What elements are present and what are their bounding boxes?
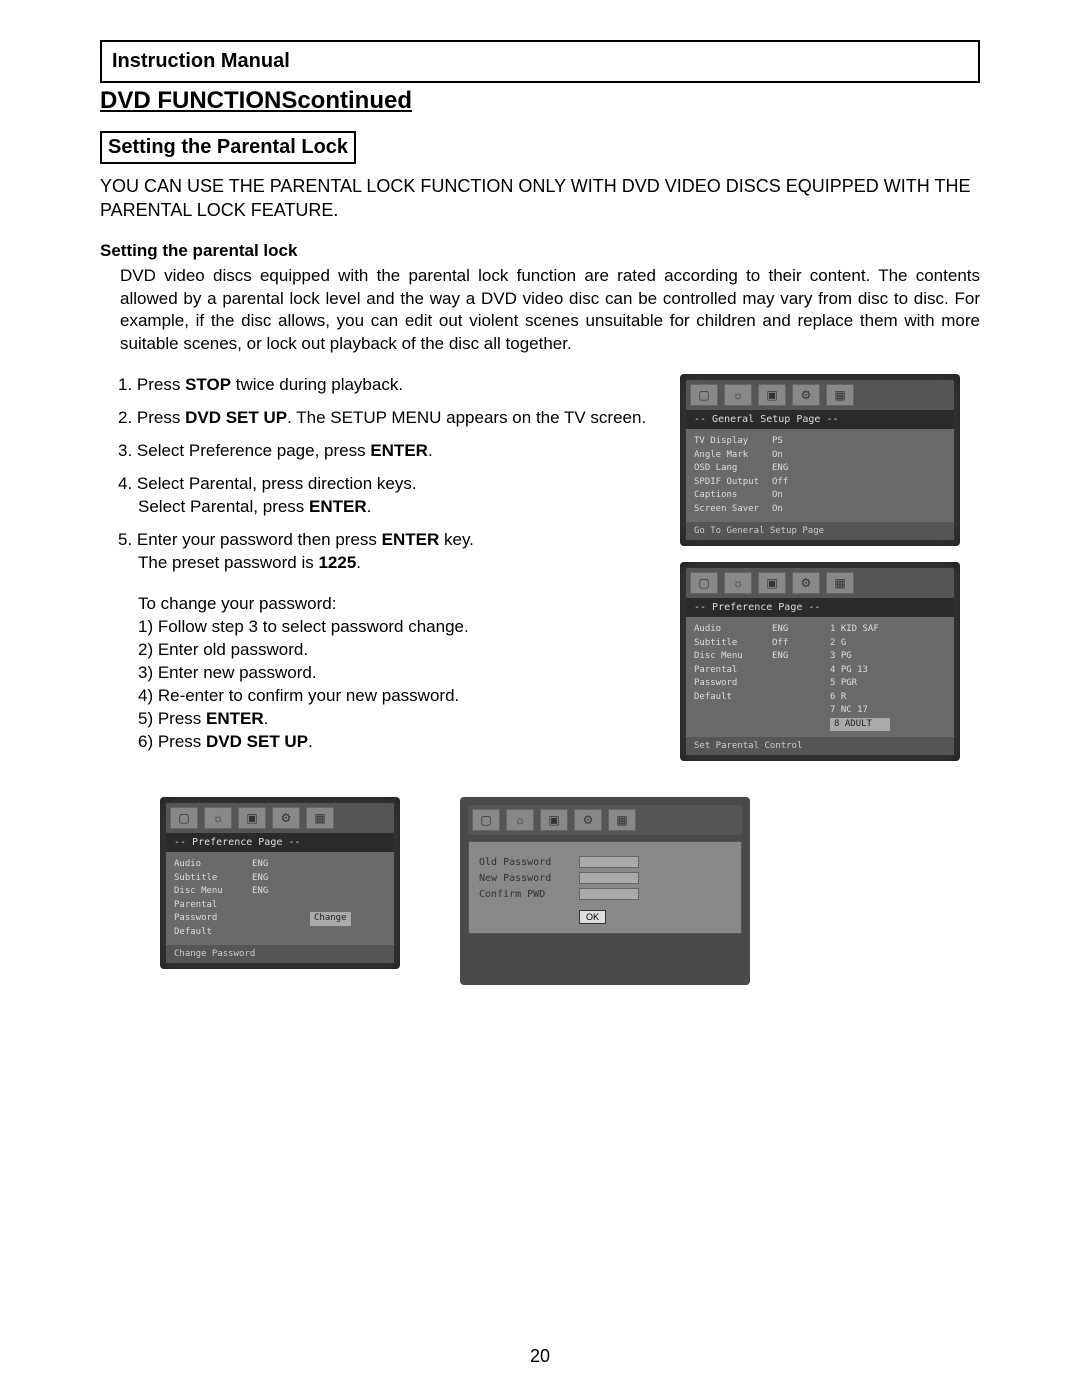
dvd-body: AudioENG SubtitleENG Disc MenuENG Parent… [166, 852, 394, 945]
intro-text: YOU CAN USE THE PARENTAL LOCK FUNCTION O… [100, 174, 980, 223]
password-field [579, 856, 639, 868]
password-row: Old Password [479, 856, 731, 868]
subsection-title: Setting the Parental Lock [100, 131, 356, 164]
steps-column: 1. Press STOP twice during playback. 2. … [100, 374, 660, 777]
dvd-screen-general: ▢ ☼ ▣ ⚙ ▦ -- General Setup Page -- TV Di… [680, 374, 960, 546]
dvd-tabs: ▢ ☼ ▣ ⚙ ▦ [686, 380, 954, 410]
tab-icon: ▦ [826, 572, 854, 594]
dvd-page-title: -- Preference Page -- [686, 598, 954, 617]
tab-icon: ▦ [306, 807, 334, 829]
tab-icon: ▢ [170, 807, 198, 829]
dvd-body: AudioENG1 KID SAF SubtitleOff2 G Disc Me… [686, 617, 954, 737]
tab-icon: ⚙ [272, 807, 300, 829]
change-5: 5) Press ENTER. [100, 708, 660, 731]
body-paragraph: DVD video discs equipped with the parent… [120, 265, 980, 357]
dvd-tabs: ▢ ☼ ▣ ⚙ ▦ [686, 568, 954, 598]
dvd-tabs: ▢ ☼ ▣ ⚙ ▦ [166, 803, 394, 833]
password-field [579, 888, 639, 900]
tab-icon: ☼ [204, 807, 232, 829]
tab-icon: ⚙ [792, 572, 820, 594]
change-title: To change your password: [100, 593, 660, 616]
dvd-footer: Set Parental Control [686, 737, 954, 755]
change-1: 1) Follow step 3 to select password chan… [100, 616, 660, 639]
step-1: 1. Press STOP twice during playback. [100, 374, 660, 397]
step-3: 3. Select Preference page, press ENTER. [100, 440, 660, 463]
tab-icon: ▢ [472, 809, 500, 831]
tab-icon: ▢ [690, 572, 718, 594]
step-5: 5. Enter your password then press ENTER … [100, 529, 660, 575]
step-4: 4. Select Parental, press direction keys… [100, 473, 660, 519]
tab-icon: ▢ [690, 384, 718, 406]
tab-icon: ⚙ [574, 809, 602, 831]
tab-icon: ▣ [758, 384, 786, 406]
step-2: 2. Press DVD SET UP. The SETUP MENU appe… [100, 407, 660, 430]
change-2: 2) Enter old password. [100, 639, 660, 662]
dvd-page-title: -- General Setup Page -- [686, 410, 954, 429]
sub-heading: Setting the parental lock [100, 241, 980, 261]
dvd-screen-password-menu: ▢ ☼ ▣ ⚙ ▦ -- Preference Page -- AudioENG… [160, 797, 400, 969]
change-3: 3) Enter new password. [100, 662, 660, 685]
content-row: 1. Press STOP twice during playback. 2. … [100, 374, 980, 777]
bottom-screens: ▢ ☼ ▣ ⚙ ▦ -- Preference Page -- AudioENG… [160, 797, 980, 985]
tab-icon: ▣ [238, 807, 266, 829]
dvd-screen-password-entry: ▢ ☼ ▣ ⚙ ▦ Old Password New Password Conf… [460, 797, 750, 985]
dvd-tabs: ▢ ☼ ▣ ⚙ ▦ [468, 805, 742, 835]
tab-icon: ▦ [608, 809, 636, 831]
tab-icon: ▣ [540, 809, 568, 831]
right-screens: ▢ ☼ ▣ ⚙ ▦ -- General Setup Page -- TV Di… [680, 374, 980, 777]
tab-icon: ☼ [724, 572, 752, 594]
tab-icon: ☼ [724, 384, 752, 406]
password-row: New Password [479, 872, 731, 884]
header-box: Instruction Manual [100, 40, 980, 83]
header-title: Instruction Manual [112, 50, 968, 73]
password-panel: Old Password New Password Confirm PWD OK [468, 841, 742, 934]
dvd-screen-preference: ▢ ☼ ▣ ⚙ ▦ -- Preference Page -- AudioENG… [680, 562, 960, 761]
change-6: 6) Press DVD SET UP. [100, 731, 660, 754]
password-row: Confirm PWD [479, 888, 731, 900]
dvd-footer: Change Password [166, 945, 394, 963]
dvd-page-title: -- Preference Page -- [166, 833, 394, 852]
tab-icon: ▣ [758, 572, 786, 594]
dvd-footer: Go To General Setup Page [686, 522, 954, 540]
change-4: 4) Re-enter to confirm your new password… [100, 685, 660, 708]
tab-icon: ▦ [826, 384, 854, 406]
page-number: 20 [530, 1346, 550, 1367]
tab-icon: ⚙ [792, 384, 820, 406]
dvd-body: TV DisplayPS Angle MarkOn OSD LangENG SP… [686, 429, 954, 522]
ok-button: OK [579, 910, 606, 924]
password-field [579, 872, 639, 884]
tab-icon: ☼ [506, 809, 534, 831]
section-title: DVD FUNCTIONScontinued [100, 87, 980, 115]
